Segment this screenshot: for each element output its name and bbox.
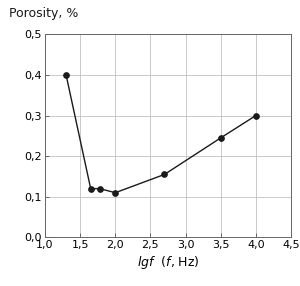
Text: Porosity, %: Porosity, % <box>9 7 78 20</box>
X-axis label: $\it{lgf}$  $\it{(f}$, Hz): $\it{lgf}$ $\it{(f}$, Hz) <box>136 254 200 271</box>
